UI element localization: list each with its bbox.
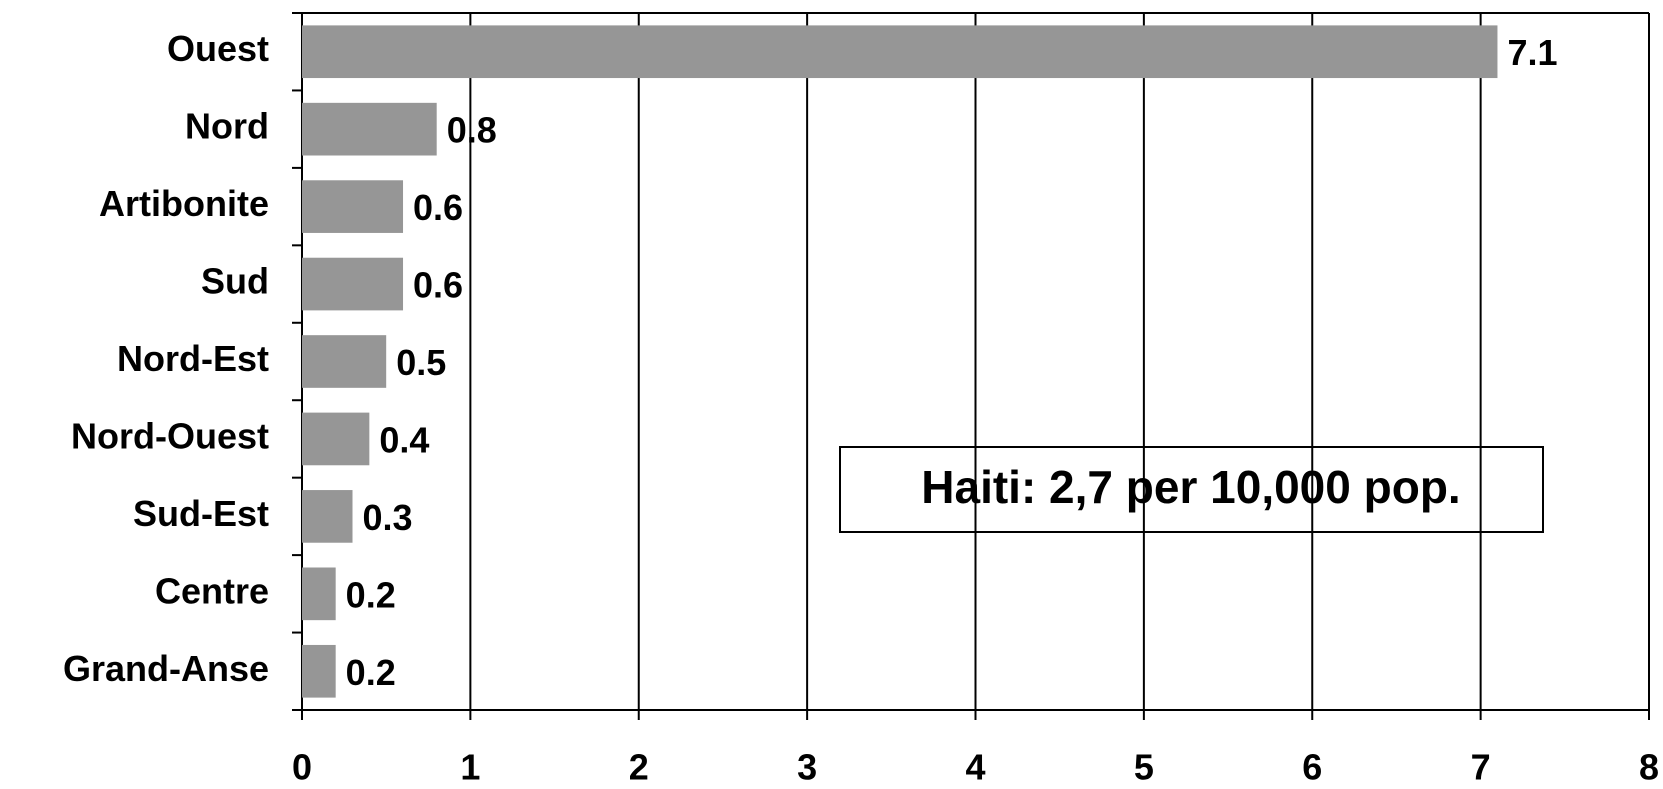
bar — [302, 644, 336, 698]
x-tick-label: 2 — [629, 747, 649, 788]
bar — [302, 412, 370, 466]
value-label: 0.2 — [346, 574, 396, 615]
bar — [302, 180, 404, 233]
value-label: 0.4 — [379, 419, 429, 460]
bar — [302, 257, 404, 311]
x-tick-label: 7 — [1471, 747, 1491, 788]
value-label: 0.6 — [413, 187, 463, 228]
y-tick-label: Grand-Anse — [63, 648, 269, 689]
x-tick-label: 5 — [1134, 747, 1154, 788]
x-tick-label: 0 — [292, 747, 312, 788]
y-tick-label: Sud — [201, 261, 269, 302]
bar — [302, 335, 387, 388]
bar — [302, 490, 353, 543]
value-label: 0.2 — [346, 652, 396, 693]
y-tick-label: Nord-Ouest — [71, 415, 269, 456]
value-label: 0.5 — [396, 342, 446, 383]
x-tick-label: 8 — [1639, 747, 1659, 788]
bar — [302, 25, 1498, 79]
annotation: Haiti: 2,7 per 10,000 pop. — [921, 461, 1460, 513]
x-tick-label: 1 — [460, 747, 480, 788]
y-tick-label: Sud-Est — [133, 493, 269, 534]
y-tick-label: Ouest — [167, 28, 269, 69]
x-tick-label: 6 — [1302, 747, 1322, 788]
y-tick-label: Nord — [185, 106, 269, 147]
x-tick-label: 4 — [965, 747, 985, 788]
x-tick-label: 3 — [797, 747, 817, 788]
y-tick-label: Centre — [155, 570, 269, 611]
value-label: 0.8 — [447, 110, 497, 151]
y-tick-label: Artibonite — [99, 183, 269, 224]
bar — [302, 567, 336, 621]
value-label: 0.6 — [413, 265, 463, 306]
bar — [302, 102, 437, 156]
y-tick-label: Nord-Est — [117, 338, 269, 379]
value-label: 7.1 — [1507, 32, 1557, 73]
value-label: 0.3 — [363, 497, 413, 538]
annotation-box — [839, 446, 1544, 533]
